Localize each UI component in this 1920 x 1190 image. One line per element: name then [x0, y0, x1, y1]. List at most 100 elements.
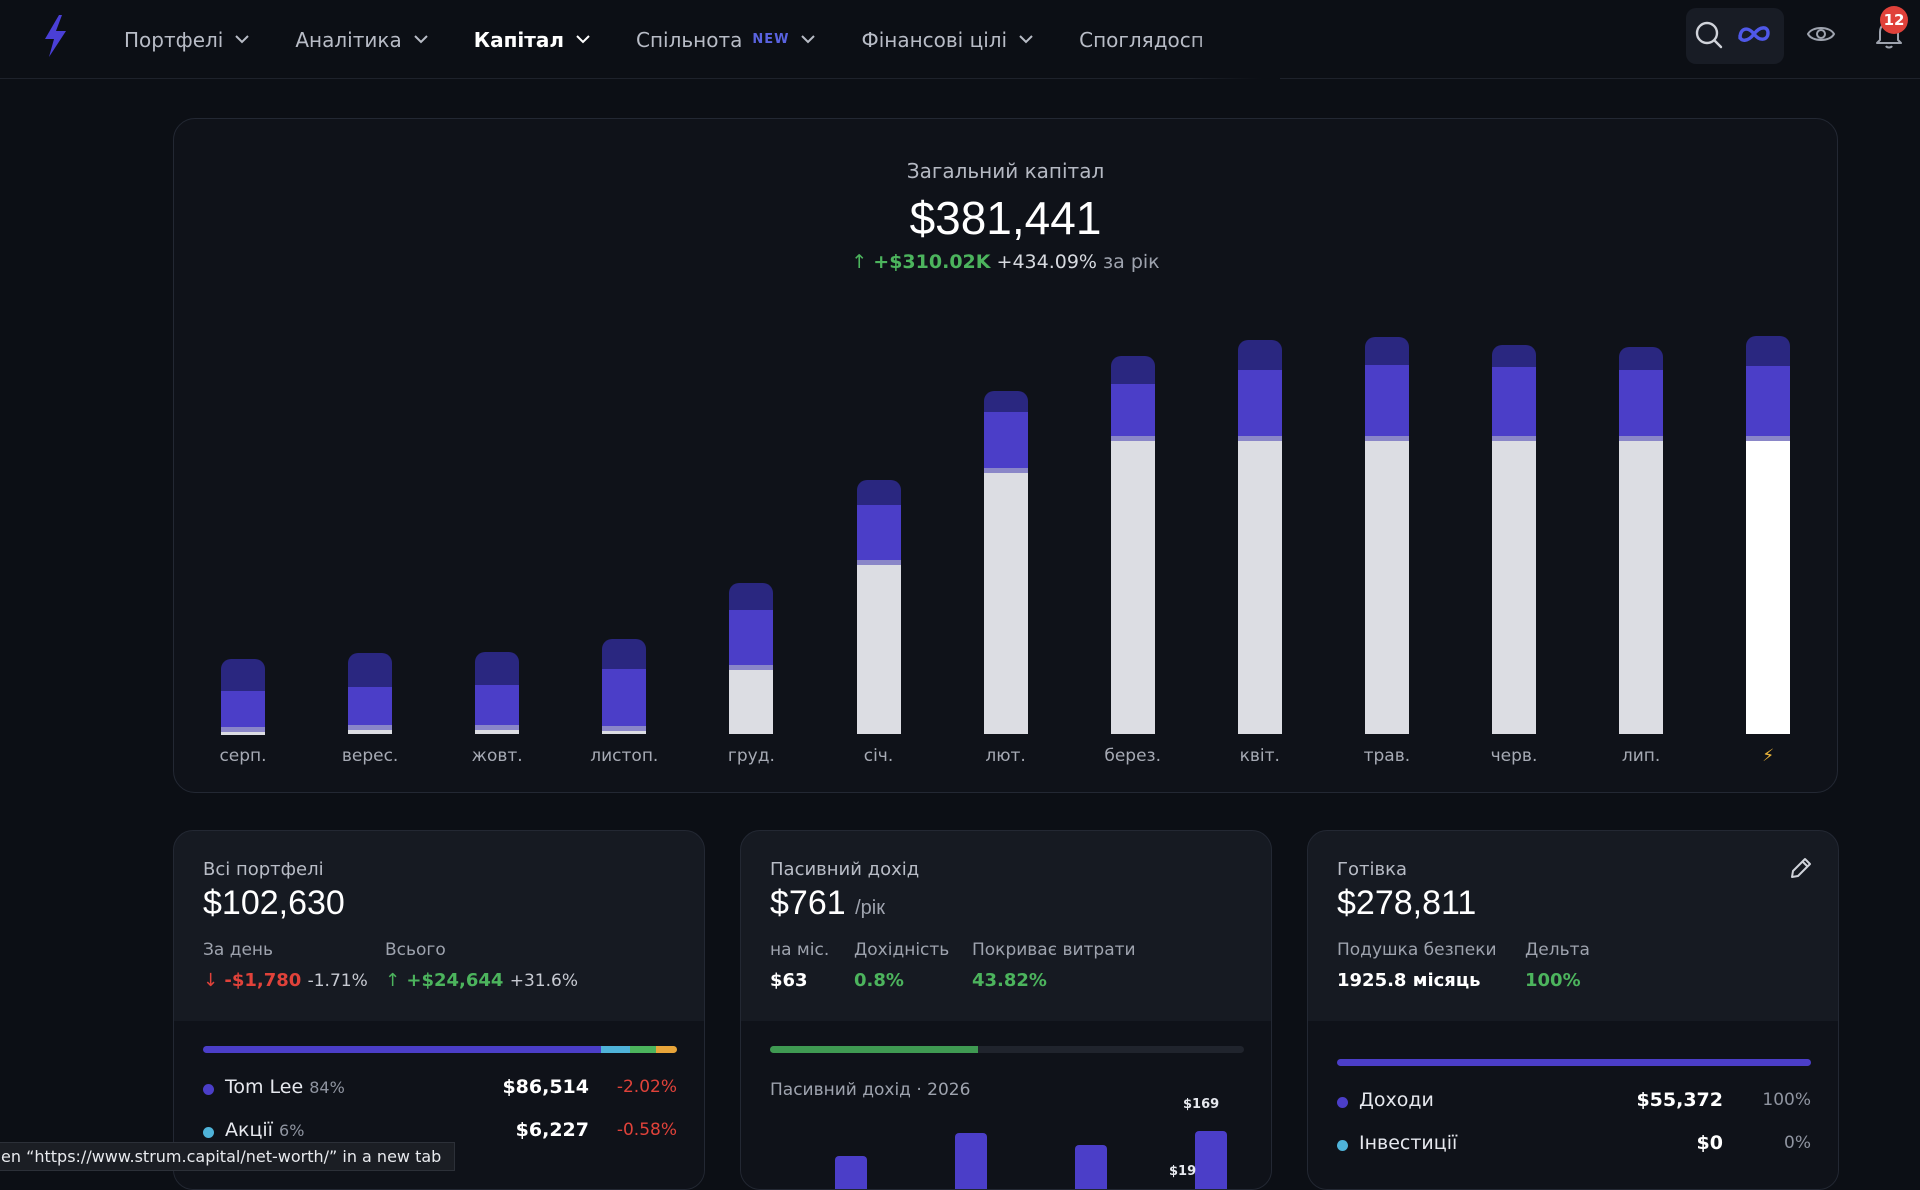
chart-x-label: трав.	[1363, 746, 1411, 766]
bar-segment-line	[221, 727, 265, 732]
eye-icon[interactable]	[1806, 21, 1836, 47]
mini-chart-bar[interactable]	[835, 1156, 867, 1189]
net-worth-change-abs: +$310.02K	[873, 251, 991, 273]
meta-icon[interactable]	[1736, 22, 1772, 46]
top-nav: Портфелі Аналітика Капітал Спільнота NEW Фіна…	[0, 0, 1920, 79]
nav-item-label: Капітал	[473, 27, 564, 52]
portfolio-amount: $86,514	[502, 1076, 589, 1098]
lightning-logo-icon[interactable]	[40, 14, 70, 58]
chart-bar[interactable]	[602, 639, 647, 735]
chevron-down-icon	[414, 35, 428, 44]
covers-value: 43.82%	[972, 970, 1047, 991]
nav-item-label: Споглядосп	[1079, 27, 1204, 52]
nav-item-4[interactable]: Фінансові цілі	[861, 28, 1033, 52]
nav-item-1[interactable]: Аналітика	[295, 28, 428, 52]
mini-chart-value-label: $169	[1183, 1097, 1220, 1112]
pencil-icon[interactable]	[1788, 855, 1814, 881]
nav-item-label: Спільнота	[635, 27, 743, 52]
notification-count-badge[interactable]: 12	[1880, 6, 1908, 34]
passive-value: $761 /рік	[770, 884, 885, 923]
bar-segment-mid	[1492, 367, 1536, 436]
bar-segment-mid	[475, 685, 520, 725]
mini-chart-bar[interactable]	[955, 1133, 987, 1189]
card-lower-panel	[1308, 1021, 1838, 1189]
nav-item-0[interactable]: Портфелі	[124, 28, 250, 52]
chart-bar[interactable]	[856, 480, 901, 735]
chart-bar[interactable]	[221, 659, 265, 735]
nav-item-5[interactable]: Споглядосп	[1079, 28, 1204, 52]
chart-bar[interactable]	[475, 652, 520, 735]
passive-title: Пасивний дохід	[770, 859, 920, 880]
portfolio-row[interactable]: Акції 6% $6,227 -0.58%	[203, 1119, 677, 1145]
allocation-progress-bar	[203, 1046, 677, 1053]
total-change-abs: +$24,644	[406, 970, 504, 991]
mini-chart-bar[interactable]	[1195, 1131, 1227, 1189]
bar-segment-line	[983, 468, 1028, 473]
yield-value: 0.8%	[854, 970, 904, 991]
cash-row-amount: $0	[1696, 1132, 1723, 1154]
arrow-up-icon: ↑	[385, 970, 401, 991]
new-badge: NEW	[752, 32, 790, 47]
coverage-fill	[770, 1046, 978, 1053]
bar-segment-line	[856, 560, 901, 565]
bar-segment-base	[1746, 441, 1791, 734]
covers-label: Покриває витрати	[972, 940, 1136, 960]
cash-row-name: Інвестиції	[1359, 1132, 1458, 1154]
portfolios-value: $102,630	[203, 884, 345, 922]
net-worth-value: $381,441	[909, 192, 1102, 244]
portfolio-share: 6%	[279, 1121, 305, 1140]
coverage-progress-bar	[770, 1046, 1244, 1053]
bar-segment-mid	[983, 412, 1028, 468]
cash-row[interactable]: Доходи $55,372 100%	[1337, 1089, 1811, 1115]
passive-unit: /рік	[855, 897, 885, 919]
chart-bar[interactable]	[1746, 336, 1791, 735]
arrow-up-icon: ↑	[851, 251, 868, 273]
bar-segment-top	[729, 583, 774, 610]
bar-segment-top	[856, 480, 901, 505]
chart-bar[interactable]	[1364, 337, 1409, 735]
bar-segment-mid	[1237, 370, 1282, 436]
allocation-segment	[601, 1046, 630, 1053]
chart-bar[interactable]	[348, 653, 393, 735]
search-icon[interactable]	[1694, 20, 1724, 50]
browser-status-bar: en “https://www.strum.capital/net-worth/…	[0, 1142, 455, 1171]
chart-bar[interactable]	[1110, 356, 1155, 735]
net-worth-period: за рік	[1103, 251, 1160, 273]
bar-segment-mid	[221, 691, 265, 727]
portfolios-card[interactable]: Всі портфелі $102,630 За день Всього ↓ -…	[173, 830, 705, 1190]
cash-row[interactable]: Інвестиції $0 0%	[1337, 1132, 1811, 1158]
cash-card[interactable]: Готівка $278,811 Подушка безпеки Дельта …	[1307, 830, 1839, 1190]
bar-segment-line	[348, 725, 393, 730]
day-label: За день	[203, 940, 274, 960]
portfolio-row[interactable]: Tom Lee 84% $86,514 -2.02%	[203, 1076, 677, 1102]
bar-segment-line	[1492, 436, 1536, 441]
chart-bar[interactable]	[1237, 340, 1282, 735]
nav-item-3[interactable]: Спільнота NEW	[636, 28, 816, 52]
legend-dot	[203, 1084, 214, 1095]
portfolio-change: -0.58%	[616, 1120, 677, 1140]
bar-segment-top	[348, 653, 393, 687]
total-change-pct: +31.6%	[509, 971, 578, 991]
cushion-value: 1925.8 місяць	[1337, 970, 1481, 991]
chevron-down-icon	[801, 35, 816, 44]
bar-segment-top	[1619, 347, 1664, 370]
bar-segment-line	[475, 725, 520, 730]
day-change: ↓ -$1,780 -1.71%	[203, 970, 368, 991]
passive-income-card[interactable]: Пасивний дохід $761 /рік на міс. Дохідні…	[740, 830, 1272, 1190]
mini-chart-bar[interactable]	[1075, 1145, 1107, 1189]
bar-segment-mid	[856, 505, 901, 560]
chart-bar[interactable]	[1492, 345, 1536, 735]
bar-segment-base	[983, 473, 1028, 734]
bar-segment-top	[1492, 345, 1536, 367]
chart-bar[interactable]	[983, 391, 1028, 735]
cash-row-share: 0%	[1784, 1133, 1811, 1153]
bar-segment-top	[983, 391, 1028, 412]
nav-item-2[interactable]: Капітал	[474, 28, 590, 52]
chart-bar[interactable]	[729, 583, 774, 735]
cash-row-name: Доходи	[1359, 1089, 1434, 1111]
bar-segment-base	[1619, 441, 1664, 734]
chevron-down-icon	[235, 35, 250, 44]
bar-segment-mid	[1619, 370, 1664, 436]
chart-bar[interactable]	[1619, 347, 1664, 735]
bar-segment-mid	[348, 687, 393, 725]
